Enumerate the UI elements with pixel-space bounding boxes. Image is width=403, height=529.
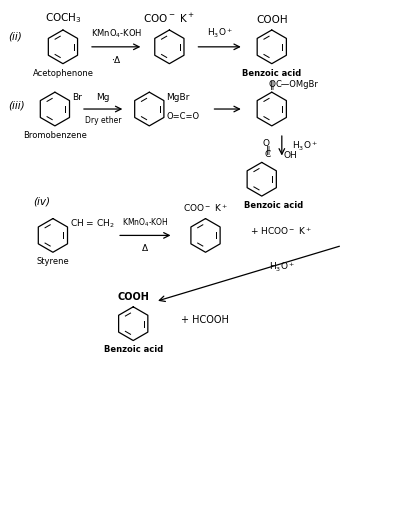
Text: Benzoic acid: Benzoic acid (242, 68, 301, 78)
Text: ‖: ‖ (270, 81, 274, 90)
Text: Dry ether: Dry ether (85, 116, 121, 125)
Text: CH = CH$_2$: CH = CH$_2$ (70, 218, 114, 231)
Text: (iii): (iii) (8, 100, 25, 110)
Text: COO$^-$ K$^+$: COO$^-$ K$^+$ (143, 12, 195, 25)
Text: MgBr: MgBr (166, 93, 189, 102)
Text: H$_3$O$^+$: H$_3$O$^+$ (292, 139, 318, 152)
Text: Acetophenone: Acetophenone (33, 68, 93, 78)
Text: $\Delta$: $\Delta$ (141, 242, 150, 253)
Text: COOH: COOH (117, 292, 149, 302)
Text: Br: Br (72, 93, 82, 102)
Text: + HCOOH: + HCOOH (181, 315, 229, 325)
Text: Benzoic acid: Benzoic acid (104, 345, 163, 354)
Text: (ii): (ii) (8, 32, 22, 42)
Text: C—OMgBr: C—OMgBr (276, 80, 319, 89)
Text: H$_3$O$^+$: H$_3$O$^+$ (206, 27, 233, 40)
Text: H$_3$O$^+$: H$_3$O$^+$ (269, 260, 295, 273)
Text: O: O (262, 139, 269, 148)
Text: ‖: ‖ (266, 146, 270, 155)
Text: + HCOO$^-$ K$^+$: + HCOO$^-$ K$^+$ (250, 225, 312, 237)
Text: COO$^-$ K$^+$: COO$^-$ K$^+$ (183, 202, 228, 214)
Text: KMnO$_4$-KOH: KMnO$_4$-KOH (122, 216, 169, 229)
Text: Benzoic acid: Benzoic acid (244, 201, 303, 210)
Text: Mg: Mg (96, 93, 110, 102)
Text: KMnO$_4$-KOH: KMnO$_4$-KOH (91, 28, 142, 40)
Text: C: C (265, 150, 271, 159)
Text: O=C=O: O=C=O (166, 112, 199, 121)
Text: Styrene: Styrene (37, 257, 69, 266)
Text: (iv): (iv) (33, 196, 50, 206)
Text: OH: OH (284, 151, 297, 160)
Text: $\cdot\Delta$: $\cdot\Delta$ (111, 53, 122, 65)
Text: COOH: COOH (256, 15, 288, 25)
Text: COCH$_3$: COCH$_3$ (45, 11, 81, 25)
Text: O: O (268, 80, 275, 89)
Text: Bromobenzene: Bromobenzene (23, 131, 87, 140)
